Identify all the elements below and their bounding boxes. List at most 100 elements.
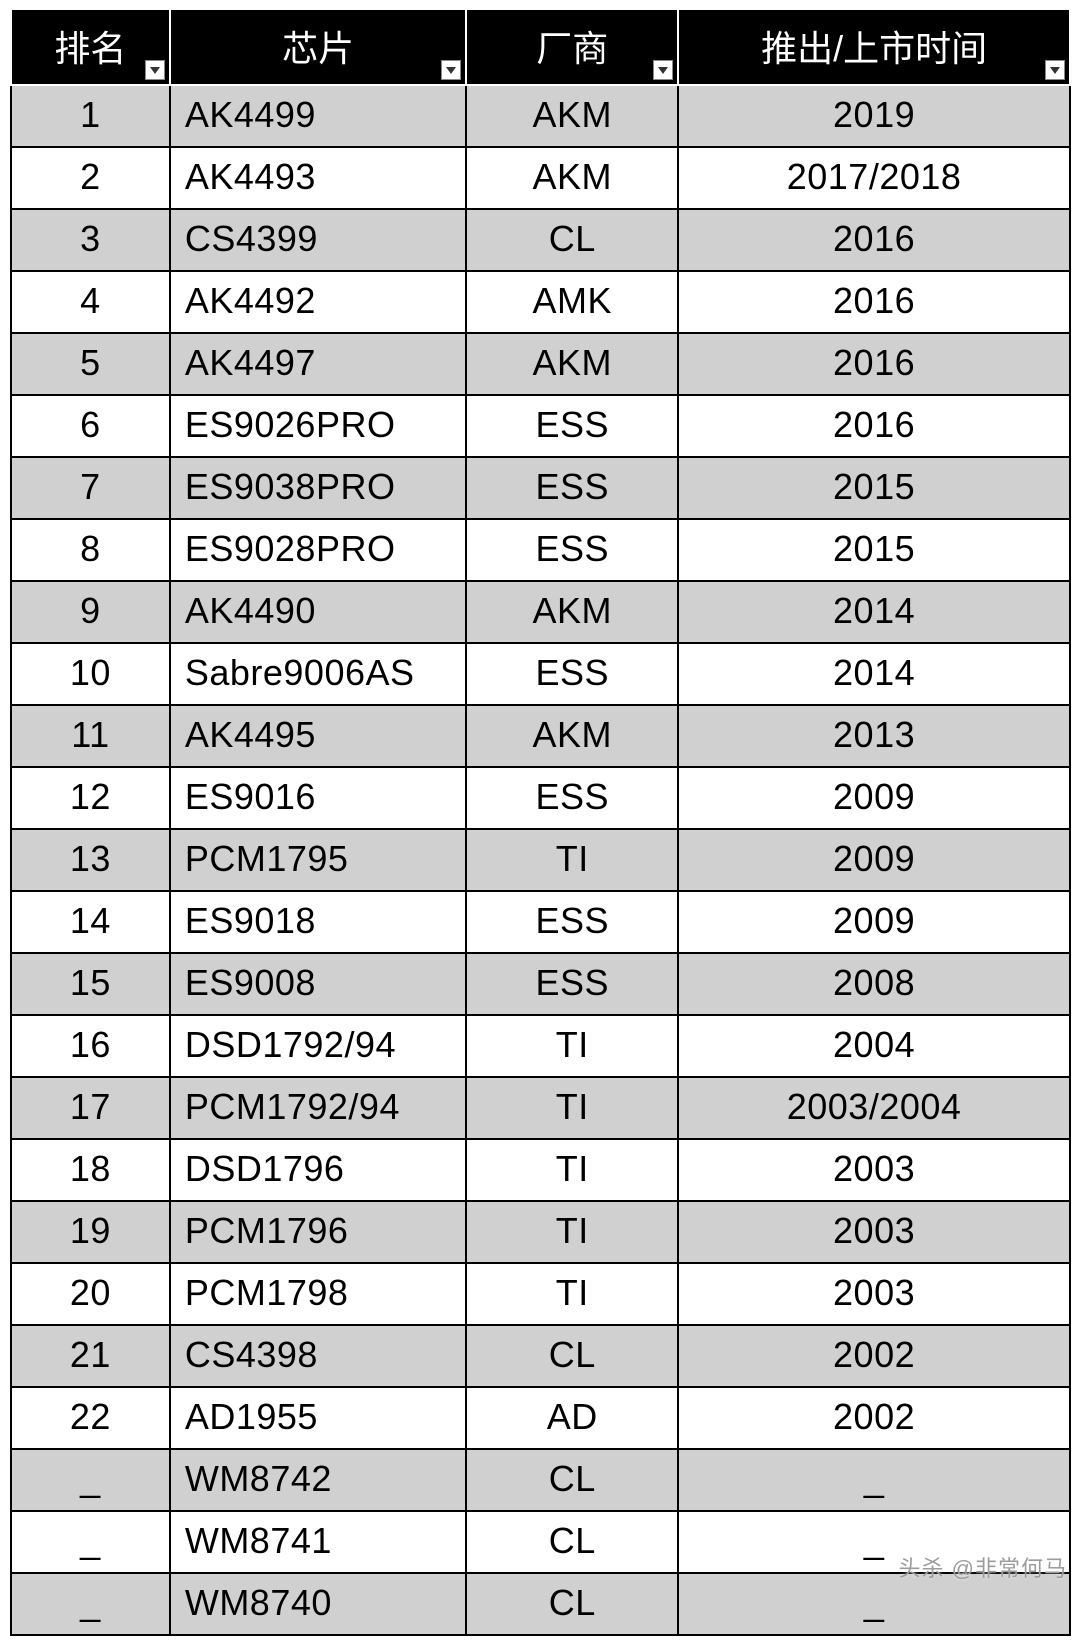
cell-maker: AD bbox=[466, 1387, 678, 1449]
cell-chip: AK4492 bbox=[170, 271, 467, 333]
cell-chip: DSD1796 bbox=[170, 1139, 467, 1201]
header-chip: 芯片 bbox=[170, 9, 467, 85]
cell-maker: AKM bbox=[466, 147, 678, 209]
cell-rank: 15 bbox=[11, 953, 170, 1015]
cell-date: 2009 bbox=[678, 767, 1070, 829]
table-row: 14ES9018ESS2009 bbox=[11, 891, 1070, 953]
header-label-date: 推出/上市时间 bbox=[761, 28, 987, 69]
cell-date: 2009 bbox=[678, 891, 1070, 953]
cell-rank: 19 bbox=[11, 1201, 170, 1263]
cell-chip: PCM1796 bbox=[170, 1201, 467, 1263]
cell-rank: 16 bbox=[11, 1015, 170, 1077]
cell-date: 2019 bbox=[678, 85, 1070, 147]
cell-date: 2015 bbox=[678, 457, 1070, 519]
cell-rank: 8 bbox=[11, 519, 170, 581]
cell-maker: ESS bbox=[466, 953, 678, 1015]
filter-dropdown-icon[interactable] bbox=[145, 60, 165, 80]
header-label-chip: 芯片 bbox=[282, 28, 354, 69]
table-row: 20PCM1798TI2003 bbox=[11, 1263, 1070, 1325]
cell-maker: TI bbox=[466, 1015, 678, 1077]
cell-chip: WM8742 bbox=[170, 1449, 467, 1511]
cell-maker: TI bbox=[466, 1263, 678, 1325]
header-maker: 厂商 bbox=[466, 9, 678, 85]
cell-chip: ES9016 bbox=[170, 767, 467, 829]
cell-rank: 17 bbox=[11, 1077, 170, 1139]
cell-maker: ESS bbox=[466, 395, 678, 457]
table-row: 4AK4492AMK2016 bbox=[11, 271, 1070, 333]
header-rank: 排名 bbox=[11, 9, 170, 85]
cell-maker: TI bbox=[466, 1201, 678, 1263]
cell-rank: 4 bbox=[11, 271, 170, 333]
cell-date: 2014 bbox=[678, 581, 1070, 643]
table-row: 22AD1955AD2002 bbox=[11, 1387, 1070, 1449]
cell-maker: AKM bbox=[466, 85, 678, 147]
cell-maker: CL bbox=[466, 1325, 678, 1387]
cell-date: 2017/2018 bbox=[678, 147, 1070, 209]
cell-rank: 20 bbox=[11, 1263, 170, 1325]
table-row: 1AK4499AKM2019 bbox=[11, 85, 1070, 147]
filter-dropdown-icon[interactable] bbox=[441, 60, 461, 80]
header-label-rank: 排名 bbox=[54, 28, 126, 69]
cell-chip: PCM1795 bbox=[170, 829, 467, 891]
table-row: 7ES9038PROESS2015 bbox=[11, 457, 1070, 519]
cell-rank: 13 bbox=[11, 829, 170, 891]
table-row: 15ES9008ESS2008 bbox=[11, 953, 1070, 1015]
cell-date: 2003 bbox=[678, 1201, 1070, 1263]
cell-rank: 22 bbox=[11, 1387, 170, 1449]
cell-chip: DSD1792/94 bbox=[170, 1015, 467, 1077]
table-row: 5AK4497AKM2016 bbox=[11, 333, 1070, 395]
cell-chip: ES9018 bbox=[170, 891, 467, 953]
cell-chip: WM8740 bbox=[170, 1573, 467, 1635]
cell-date: 2016 bbox=[678, 271, 1070, 333]
table-row: 9AK4490AKM2014 bbox=[11, 581, 1070, 643]
watermark-text: 头杀 @非常何马 bbox=[899, 1551, 1067, 1583]
cell-rank: _ bbox=[11, 1449, 170, 1511]
cell-chip: ES9038PRO bbox=[170, 457, 467, 519]
cell-rank: 9 bbox=[11, 581, 170, 643]
table-body: 1AK4499AKM20192AK4493AKM2017/20183CS4399… bbox=[11, 85, 1070, 1635]
cell-maker: TI bbox=[466, 1139, 678, 1201]
table-row: 18DSD1796TI2003 bbox=[11, 1139, 1070, 1201]
filter-dropdown-icon[interactable] bbox=[653, 60, 673, 80]
cell-maker: CL bbox=[466, 1573, 678, 1635]
cell-date: 2015 bbox=[678, 519, 1070, 581]
table-row: _WM8742CL_ bbox=[11, 1449, 1070, 1511]
cell-chip: AK4490 bbox=[170, 581, 467, 643]
cell-chip: CS4399 bbox=[170, 209, 467, 271]
header-row: 排名 芯片 厂商 推出/上市时间 bbox=[11, 9, 1070, 85]
cell-rank: 3 bbox=[11, 209, 170, 271]
filter-dropdown-icon[interactable] bbox=[1045, 60, 1065, 80]
cell-date: 2016 bbox=[678, 333, 1070, 395]
cell-rank: _ bbox=[11, 1511, 170, 1573]
cell-chip: WM8741 bbox=[170, 1511, 467, 1573]
cell-rank: 11 bbox=[11, 705, 170, 767]
cell-rank: 1 bbox=[11, 85, 170, 147]
cell-chip: AK4497 bbox=[170, 333, 467, 395]
cell-date: 2013 bbox=[678, 705, 1070, 767]
table-row: 3CS4399CL2016 bbox=[11, 209, 1070, 271]
cell-chip: ES9026PRO bbox=[170, 395, 467, 457]
cell-rank: 14 bbox=[11, 891, 170, 953]
cell-chip: AK4493 bbox=[170, 147, 467, 209]
cell-date: 2016 bbox=[678, 395, 1070, 457]
cell-chip: PCM1792/94 bbox=[170, 1077, 467, 1139]
table-row: 10Sabre9006ASESS2014 bbox=[11, 643, 1070, 705]
cell-date: 2003 bbox=[678, 1139, 1070, 1201]
table-row: 8ES9028PROESS2015 bbox=[11, 519, 1070, 581]
cell-chip: PCM1798 bbox=[170, 1263, 467, 1325]
table-row: 17PCM1792/94TI2003/2004 bbox=[11, 1077, 1070, 1139]
cell-date: 2014 bbox=[678, 643, 1070, 705]
cell-rank: 12 bbox=[11, 767, 170, 829]
cell-maker: ESS bbox=[466, 891, 678, 953]
cell-maker: CL bbox=[466, 1511, 678, 1573]
table-row: 13PCM1795TI2009 bbox=[11, 829, 1070, 891]
cell-maker: CL bbox=[466, 209, 678, 271]
cell-rank: 18 bbox=[11, 1139, 170, 1201]
cell-maker: AKM bbox=[466, 705, 678, 767]
header-date: 推出/上市时间 bbox=[678, 9, 1070, 85]
cell-maker: ESS bbox=[466, 767, 678, 829]
cell-date: 2008 bbox=[678, 953, 1070, 1015]
cell-rank: 2 bbox=[11, 147, 170, 209]
table-container: 排名芯片厂商推出/上市时间 1AK4499AKM20192AK4493AKM20… bbox=[0, 0, 1081, 1644]
cell-chip: AK4499 bbox=[170, 85, 467, 147]
